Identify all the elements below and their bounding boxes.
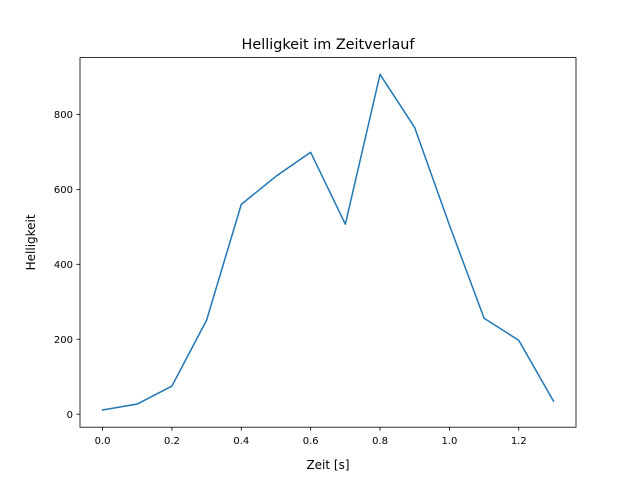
x-tick-label: 0.8 <box>372 436 388 447</box>
y-tick-label: 200 <box>54 335 73 346</box>
x-tick-label: 0.0 <box>95 436 111 447</box>
plot-frame <box>80 58 576 428</box>
x-tick-label: 0.4 <box>233 436 249 447</box>
y-tick-label: 0 <box>67 410 73 421</box>
x-tick-label: 0.2 <box>164 436 180 447</box>
chart-title: Helligkeit im Zeitverlauf <box>242 37 416 53</box>
series-line-helligkeit <box>103 74 554 410</box>
x-axis-label: Zeit [s] <box>306 458 349 472</box>
x-tick-label: 1.2 <box>511 436 527 447</box>
y-axis-label: Helligkeit <box>24 214 38 270</box>
x-tick-label: 0.6 <box>303 436 319 447</box>
y-tick-label: 400 <box>54 260 73 271</box>
y-tick-label: 600 <box>54 185 73 196</box>
x-tick-label: 1.0 <box>441 436 457 447</box>
y-tick-label: 800 <box>54 110 73 121</box>
